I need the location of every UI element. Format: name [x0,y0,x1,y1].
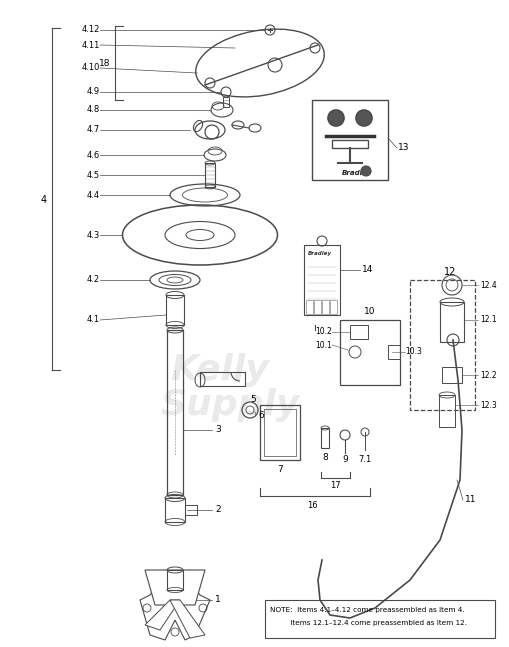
Bar [265,600,495,638]
Bar [314,300,321,314]
Bar [321,428,329,448]
Text: 2: 2 [215,505,220,514]
Bar [260,405,300,460]
Bar [440,302,464,342]
Text: 10: 10 [364,307,376,316]
Text: NOTE:  Items 4.1–4.12 come preassembled as Item 4.: NOTE: Items 4.1–4.12 come preassembled a… [270,607,465,613]
Bar [223,97,229,107]
Text: 10.3: 10.3 [405,347,422,356]
Text: 4.4: 4.4 [87,190,100,199]
Text: 13: 13 [398,144,410,153]
Text: 12.2: 12.2 [480,371,497,380]
Bar [439,395,455,427]
Text: 4.10: 4.10 [81,63,100,72]
Text: 1: 1 [215,595,221,604]
Bar [165,498,185,522]
Bar [312,100,388,180]
Bar [264,409,296,456]
Text: 4.2: 4.2 [87,276,100,285]
Text: Items 12.1–12.4 come preassembled as Item 12.: Items 12.1–12.4 come preassembled as Ite… [270,620,467,626]
Text: 10.1: 10.1 [315,340,332,349]
Text: Kelly: Kelly [171,353,269,387]
Circle shape [328,110,344,126]
Bar [166,295,184,325]
Bar [185,505,197,515]
Polygon shape [145,600,180,630]
Text: 3: 3 [215,426,221,435]
Text: 4.9: 4.9 [87,87,100,96]
Bar [304,245,340,315]
Circle shape [356,110,372,126]
Text: 17: 17 [330,481,341,490]
Polygon shape [145,570,205,605]
Text: Bradley: Bradley [342,170,373,176]
Text: 16: 16 [307,501,317,510]
Bar [167,570,183,590]
Text: 4.3: 4.3 [87,230,100,239]
Bar [410,280,475,410]
Bar [306,300,313,314]
Bar [205,163,215,187]
Text: 12.3: 12.3 [480,400,497,410]
Bar [167,330,183,495]
Text: 8: 8 [322,454,328,463]
Text: 7: 7 [277,465,283,474]
Text: 14: 14 [362,265,374,274]
Text: Bradley: Bradley [308,251,332,256]
Bar [442,367,462,383]
Text: 4.11: 4.11 [81,41,100,50]
Text: 4.6: 4.6 [87,151,100,160]
Text: 4: 4 [41,195,47,205]
Bar [340,320,400,385]
Text: 4.8: 4.8 [87,105,100,115]
Text: 12.1: 12.1 [480,316,497,325]
Bar [322,300,329,314]
Polygon shape [170,600,205,638]
Text: 5: 5 [250,395,256,404]
Text: 7.1: 7.1 [358,455,372,465]
Text: 9: 9 [342,455,348,465]
Text: 4.1: 4.1 [87,316,100,325]
Text: 12: 12 [444,267,456,277]
Bar [332,140,368,148]
Bar [330,300,337,314]
Bar [388,345,400,359]
Bar [350,325,368,339]
Bar [200,372,245,386]
Text: 18: 18 [99,58,110,67]
Polygon shape [140,575,210,640]
Text: 4.12: 4.12 [81,25,100,34]
Text: 6: 6 [258,410,264,419]
Text: Supply: Supply [160,388,300,422]
Text: 10.2: 10.2 [315,327,332,336]
Circle shape [361,166,371,176]
Text: 12.4: 12.4 [480,281,497,289]
Text: 4.5: 4.5 [87,171,100,179]
Text: 11: 11 [465,496,476,505]
Text: 4.7: 4.7 [87,126,100,135]
